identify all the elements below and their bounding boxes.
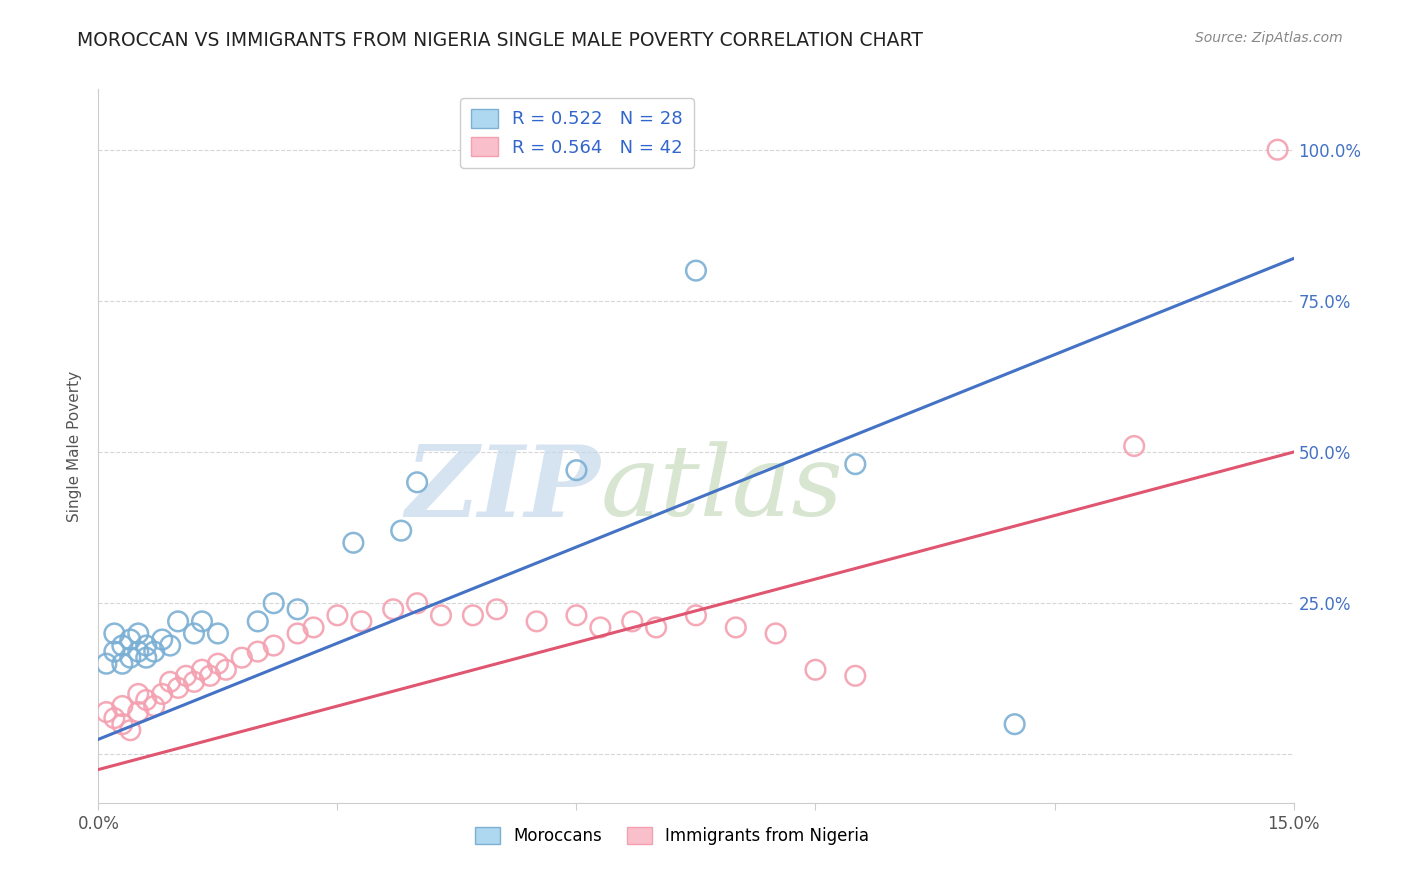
Point [430, 608, 453, 623]
Point [302, 620, 325, 634]
Point [120, 723, 142, 738]
Point [135, 693, 157, 707]
Point [103, 645, 125, 659]
Text: ZIP: ZIP [405, 441, 600, 537]
Point [645, 620, 668, 634]
Point [406, 475, 429, 490]
Point [111, 717, 134, 731]
Point [120, 650, 142, 665]
Point [143, 699, 166, 714]
Point [287, 602, 309, 616]
Point [350, 615, 373, 629]
Point [685, 263, 707, 277]
Point [198, 669, 221, 683]
Point [246, 645, 269, 659]
Text: Source: ZipAtlas.com: Source: ZipAtlas.com [1195, 31, 1343, 45]
Point [485, 602, 508, 616]
Point [150, 687, 173, 701]
Point [127, 626, 149, 640]
Point [1267, 143, 1289, 157]
Point [215, 663, 238, 677]
Point [263, 639, 285, 653]
Point [103, 711, 125, 725]
Point [120, 632, 142, 647]
Point [127, 687, 149, 701]
Point [96, 657, 118, 671]
Point [246, 615, 269, 629]
Point [183, 674, 205, 689]
Point [1123, 439, 1146, 453]
Point [326, 608, 349, 623]
Point [382, 602, 405, 616]
Point [96, 705, 118, 719]
Point [263, 596, 285, 610]
Point [183, 626, 205, 640]
Text: atlas: atlas [600, 442, 844, 536]
Point [804, 663, 827, 677]
Point [159, 639, 181, 653]
Point [167, 681, 190, 695]
Point [589, 620, 612, 634]
Point [406, 596, 429, 610]
Point [1004, 717, 1026, 731]
Point [342, 535, 364, 549]
Point [565, 463, 588, 477]
Point [135, 639, 157, 653]
Point [685, 608, 707, 623]
Point [207, 626, 229, 640]
Point [231, 650, 253, 665]
Point [135, 650, 157, 665]
Point [526, 615, 548, 629]
Point [461, 608, 484, 623]
Point [389, 524, 412, 538]
Point [150, 632, 173, 647]
Point [111, 699, 134, 714]
Point [765, 626, 787, 640]
Point [621, 615, 644, 629]
Point [844, 669, 866, 683]
Point [174, 669, 197, 683]
Point [191, 663, 214, 677]
Point [191, 615, 214, 629]
Point [287, 626, 309, 640]
Point [111, 639, 134, 653]
Point [127, 705, 149, 719]
Point [143, 645, 166, 659]
Point [167, 615, 190, 629]
Y-axis label: Single Male Poverty: Single Male Poverty [67, 370, 83, 522]
Point [127, 645, 149, 659]
Point [103, 626, 125, 640]
Point [724, 620, 747, 634]
Point [207, 657, 229, 671]
Point [111, 657, 134, 671]
Legend: Moroccans, Immigrants from Nigeria: Moroccans, Immigrants from Nigeria [468, 820, 876, 852]
Text: MOROCCAN VS IMMIGRANTS FROM NIGERIA SINGLE MALE POVERTY CORRELATION CHART: MOROCCAN VS IMMIGRANTS FROM NIGERIA SING… [77, 31, 924, 50]
Point [844, 457, 866, 471]
Point [159, 674, 181, 689]
Point [565, 608, 588, 623]
